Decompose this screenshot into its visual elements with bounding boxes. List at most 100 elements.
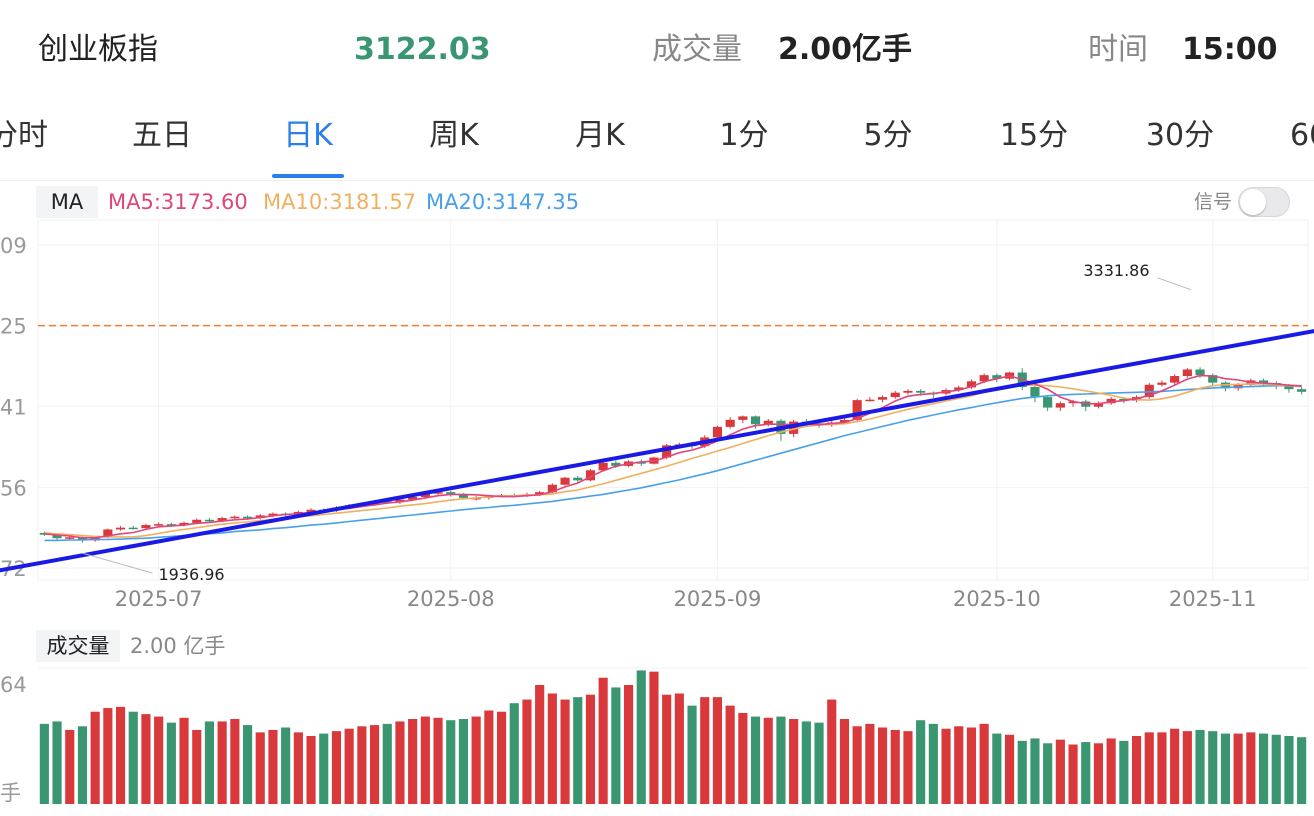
candle-body xyxy=(39,532,49,535)
volume-bar xyxy=(230,719,240,804)
volume-bar xyxy=(649,671,659,804)
candle-body xyxy=(535,492,545,495)
tabs-divider xyxy=(0,180,1314,181)
volume-bar xyxy=(484,710,494,804)
candle-body xyxy=(839,419,850,423)
volume-bar xyxy=(725,705,735,804)
tab-30min[interactable]: 30分 xyxy=(1145,118,1215,153)
candle-body xyxy=(560,477,570,485)
volume-bar xyxy=(217,721,227,804)
volume-bar xyxy=(369,725,380,804)
volume-bar xyxy=(598,677,608,804)
volume-bar xyxy=(1284,736,1294,804)
tab-1min[interactable]: 1分 xyxy=(719,118,769,153)
volume-bar xyxy=(1093,743,1104,804)
candle-body xyxy=(115,527,126,530)
volume-bar xyxy=(166,722,176,804)
volume-total: 2.00 亿手 xyxy=(130,634,226,658)
volume-bar xyxy=(1182,731,1192,804)
candle-body xyxy=(966,381,977,388)
volume-tag[interactable]: 成交量 xyxy=(36,630,120,662)
volume-bar xyxy=(103,708,113,804)
volume-bar xyxy=(890,729,900,804)
ma-lines xyxy=(44,374,1302,542)
volume-bar xyxy=(1233,733,1243,804)
support-trendline xyxy=(0,329,1314,573)
candle-body xyxy=(865,399,875,402)
candle-body xyxy=(242,516,253,519)
tab-daily-k[interactable]: 日K xyxy=(283,118,333,153)
date-tick-label: 2025-07 xyxy=(115,587,203,611)
candle-body xyxy=(408,497,418,500)
candle-body xyxy=(458,494,469,498)
tab-five-day[interactable]: 五日 xyxy=(132,118,192,153)
candle-body xyxy=(1170,376,1180,383)
candle-body xyxy=(192,519,202,523)
volume-bar xyxy=(1144,732,1154,804)
volume-bar xyxy=(1055,739,1065,804)
volume-axis: 64 手 xyxy=(0,673,27,805)
ma10-line xyxy=(44,383,1302,538)
candle-body xyxy=(166,524,176,526)
candle-body xyxy=(420,493,430,498)
tab-monthly-k[interactable]: 月K xyxy=(575,118,625,153)
volume-bar xyxy=(700,697,710,804)
candle-body xyxy=(103,529,113,538)
period-tabs: 分时 五日 日K 周K 月K 1分 5分 15分 30分 60 xyxy=(0,108,1314,180)
ma-tag[interactable]: MA xyxy=(36,186,98,218)
candle-body xyxy=(1258,380,1269,384)
volume-bar xyxy=(750,716,761,804)
candle-body xyxy=(954,387,964,391)
candle-body xyxy=(433,492,443,494)
signal-toggle[interactable] xyxy=(1238,187,1290,217)
volume-bar xyxy=(877,727,888,804)
candle-body xyxy=(611,462,621,466)
volume-bar xyxy=(585,694,596,804)
volume-bar xyxy=(928,723,938,804)
candle-body xyxy=(662,445,672,458)
candle-body xyxy=(979,375,989,382)
volume-bar xyxy=(522,699,532,804)
candle-body xyxy=(1195,369,1205,376)
candle-body xyxy=(306,509,316,512)
ma5-value: MA5:3173.60 xyxy=(108,190,248,214)
volume-bar xyxy=(1297,737,1307,804)
volume-bar xyxy=(979,723,989,804)
candle-body xyxy=(77,537,88,541)
tab-weekly-k[interactable]: 周K xyxy=(429,118,479,153)
candle-body xyxy=(585,470,596,481)
volume-bar xyxy=(52,721,62,804)
candle-body xyxy=(763,420,773,425)
high-annotation: 3331.86 xyxy=(1083,261,1149,280)
volume-bar xyxy=(433,717,443,804)
volume-bar xyxy=(382,723,392,804)
volume-unit-label: 手 xyxy=(0,781,21,805)
volume-bar xyxy=(738,712,748,804)
volume-bar xyxy=(1081,742,1091,804)
annotations: 1936.96 3331.86 xyxy=(82,261,1192,584)
tab-5min[interactable]: 5分 xyxy=(863,118,913,153)
candle-body xyxy=(992,375,1002,379)
tab-60min[interactable]: 60 xyxy=(1290,118,1314,153)
volume-bar xyxy=(458,719,469,804)
trendline xyxy=(0,329,1314,573)
candle-body xyxy=(1297,389,1307,392)
volume-bar xyxy=(1246,732,1256,804)
volume-bar xyxy=(954,726,964,804)
price-tick-label: 25 xyxy=(0,315,27,339)
time-label: 时间 xyxy=(1088,32,1148,67)
volume-bar xyxy=(1195,729,1205,804)
tab-15min[interactable]: 15分 xyxy=(999,118,1069,153)
volume-bar xyxy=(115,706,126,804)
candle-body xyxy=(395,499,405,503)
ma10-value: MA10:3181.57 xyxy=(263,190,417,214)
candle-body xyxy=(1144,384,1154,398)
volume-bar xyxy=(560,699,570,804)
candle-body xyxy=(382,501,392,503)
tab-intraday[interactable]: 分时 xyxy=(0,118,48,153)
volume-bar xyxy=(471,716,481,804)
volume-bar xyxy=(281,727,291,804)
annotation-leader xyxy=(82,552,153,574)
date-tick-label: 2025-11 xyxy=(1169,587,1257,611)
